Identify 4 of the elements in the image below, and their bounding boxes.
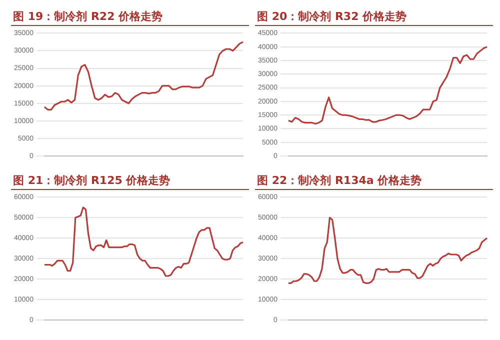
chart-title: 图 19：制冷剂 R22 价格走势 <box>11 8 249 26</box>
chart-title: 图 22：制冷剂 R134a 价格走势 <box>255 172 493 190</box>
chart-title: 图 20：制冷剂 R32 价格走势 <box>255 8 493 26</box>
chart-title: 图 21：制冷剂 R125 价格走势 <box>11 172 249 190</box>
